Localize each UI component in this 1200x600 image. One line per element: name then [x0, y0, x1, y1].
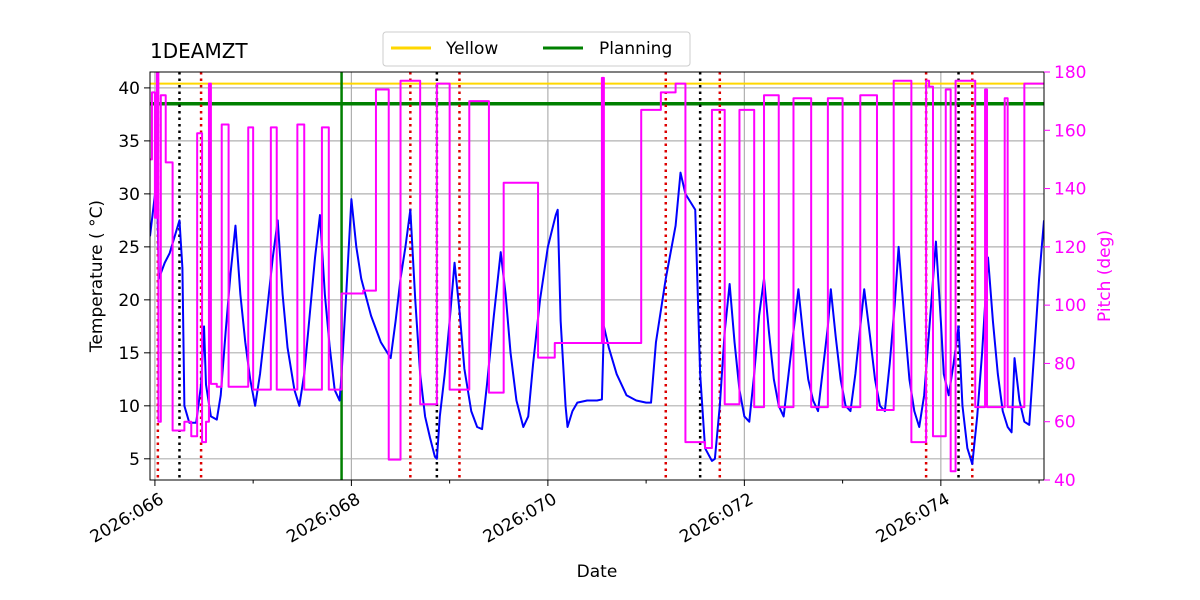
y-axis-left: 5 10 15 20 25 30 35 40	[118, 79, 150, 470]
legend-box	[382, 31, 691, 67]
plot-frame	[149, 71, 1045, 481]
y-tick-label: 20	[118, 291, 140, 311]
y-tick-label: 40	[118, 79, 140, 99]
y2-axis-label: Pitch (deg)	[1095, 230, 1115, 322]
y-tick-label: 35	[118, 132, 140, 152]
y2-tick-label: 40	[1054, 471, 1076, 491]
y-tick-label: 5	[129, 450, 140, 470]
pitch-series-line	[150, 72, 1044, 473]
y2-tick-label: 120	[1054, 238, 1086, 258]
y-tick-label: 25	[118, 238, 140, 258]
legend: Yellow Planning	[382, 31, 691, 67]
temperature-series-line	[150, 171, 1044, 466]
chart-title: 1DEAMZT	[150, 39, 248, 63]
y-axis-right: 40 60 80 100 120 140 160 180	[1044, 63, 1086, 491]
y-tick-label: 15	[118, 344, 140, 364]
y2-tick-label: 160	[1054, 121, 1086, 141]
legend-label-planning: Planning	[599, 39, 672, 59]
y2-tick-label: 180	[1054, 63, 1086, 83]
y-tick-label: 30	[118, 185, 140, 205]
y2-tick-label: 100	[1054, 296, 1086, 316]
grid	[150, 72, 1044, 480]
y-axis-label: Temperature ( °C)	[87, 200, 107, 353]
y-tick-label: 10	[118, 397, 140, 417]
plot-area	[150, 72, 1044, 480]
y2-tick-label: 60	[1054, 413, 1076, 433]
x-axis-label: Date	[577, 562, 618, 582]
y2-tick-label: 80	[1054, 354, 1076, 374]
y2-tick-label: 140	[1054, 180, 1086, 200]
legend-label-yellow: Yellow	[445, 39, 498, 59]
